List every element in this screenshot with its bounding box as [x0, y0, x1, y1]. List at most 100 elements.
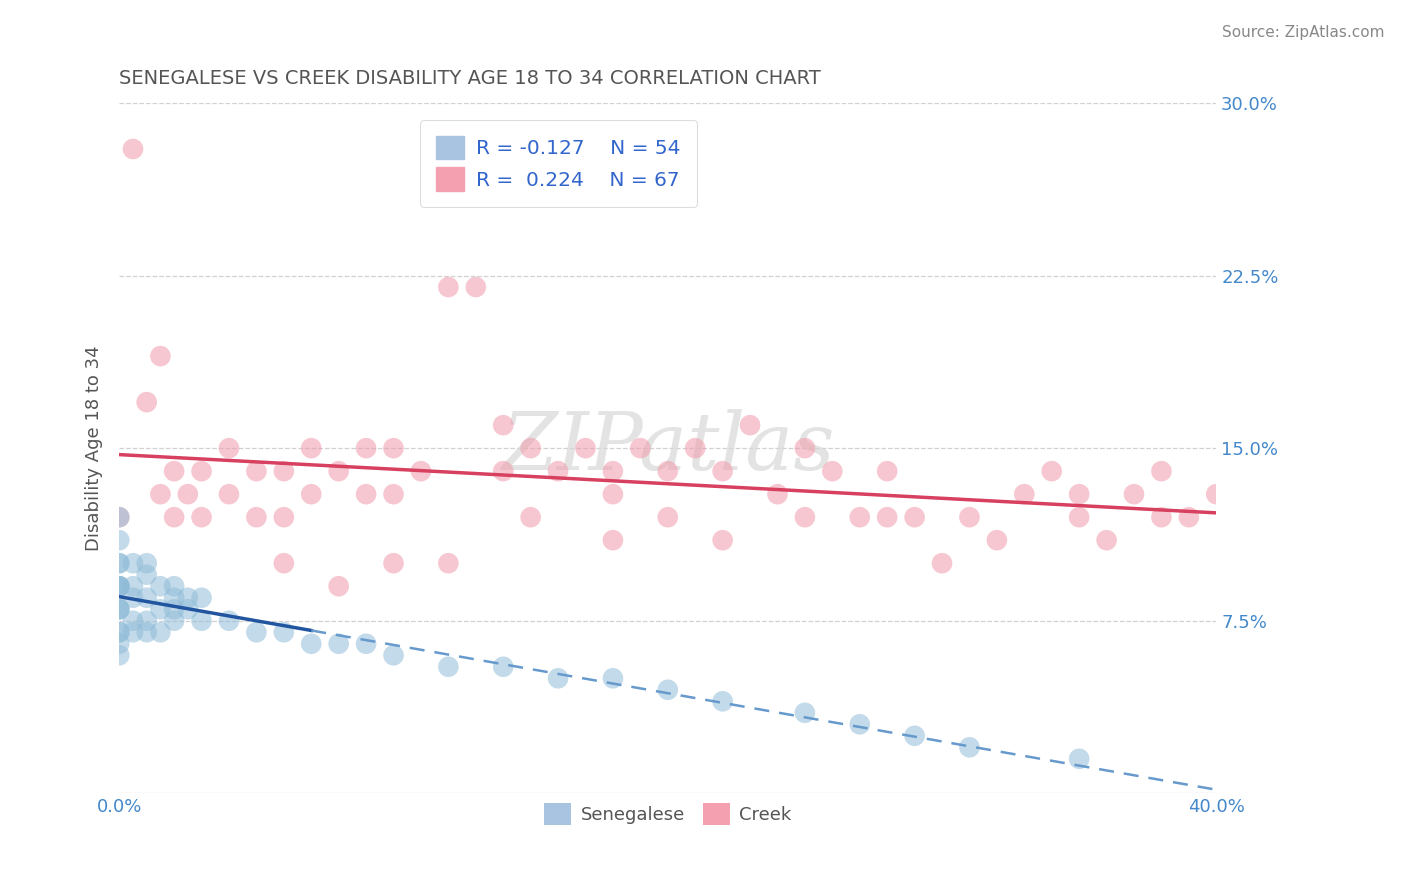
Point: [190, 464, 212, 478]
Point: [766, 487, 789, 501]
Point: [848, 717, 870, 731]
Point: [245, 464, 267, 478]
Point: [149, 579, 172, 593]
Point: [299, 487, 322, 501]
Text: SENEGALESE VS CREEK DISABILITY AGE 18 TO 34 CORRELATION CHART: SENEGALESE VS CREEK DISABILITY AGE 18 TO…: [120, 69, 821, 87]
Point: [122, 556, 145, 570]
Point: [108, 579, 131, 593]
Point: [122, 625, 145, 640]
Point: [628, 441, 651, 455]
Point: [382, 441, 405, 455]
Point: [135, 625, 157, 640]
Point: [904, 510, 927, 524]
Point: [354, 441, 377, 455]
Text: Source: ZipAtlas.com: Source: ZipAtlas.com: [1222, 25, 1385, 40]
Point: [122, 579, 145, 593]
Point: [409, 464, 432, 478]
Point: [876, 510, 898, 524]
Point: [1069, 487, 1091, 501]
Point: [602, 671, 624, 685]
Y-axis label: Disability Age 18 to 34: Disability Age 18 to 34: [86, 345, 103, 551]
Point: [1095, 533, 1118, 548]
Point: [108, 579, 131, 593]
Point: [108, 579, 131, 593]
Point: [108, 579, 131, 593]
Point: [108, 625, 131, 640]
Point: [135, 395, 157, 409]
Point: [108, 510, 131, 524]
Point: [821, 464, 844, 478]
Point: [218, 614, 240, 628]
Point: [738, 418, 761, 433]
Point: [190, 614, 212, 628]
Point: [711, 533, 734, 548]
Point: [135, 614, 157, 628]
Point: [108, 648, 131, 663]
Point: [437, 556, 460, 570]
Point: [1178, 510, 1201, 524]
Point: [519, 441, 541, 455]
Point: [711, 464, 734, 478]
Point: [122, 142, 145, 156]
Point: [793, 510, 815, 524]
Point: [299, 441, 322, 455]
Point: [1150, 510, 1173, 524]
Point: [149, 349, 172, 363]
Point: [177, 591, 200, 605]
Point: [1069, 752, 1091, 766]
Point: [163, 464, 186, 478]
Point: [1150, 464, 1173, 478]
Point: [122, 591, 145, 605]
Point: [108, 556, 131, 570]
Point: [190, 591, 212, 605]
Point: [135, 591, 157, 605]
Point: [492, 464, 515, 478]
Point: [547, 671, 569, 685]
Point: [108, 602, 131, 616]
Point: [328, 579, 350, 593]
Point: [711, 694, 734, 708]
Point: [382, 487, 405, 501]
Point: [602, 533, 624, 548]
Point: [602, 464, 624, 478]
Point: [437, 660, 460, 674]
Point: [959, 510, 981, 524]
Point: [108, 602, 131, 616]
Point: [354, 487, 377, 501]
Point: [876, 464, 898, 478]
Point: [793, 441, 815, 455]
Point: [904, 729, 927, 743]
Point: [149, 602, 172, 616]
Point: [122, 614, 145, 628]
Point: [245, 510, 267, 524]
Point: [163, 510, 186, 524]
Point: [547, 464, 569, 478]
Point: [163, 579, 186, 593]
Point: [354, 637, 377, 651]
Point: [177, 487, 200, 501]
Point: [135, 567, 157, 582]
Point: [959, 740, 981, 755]
Point: [1040, 464, 1063, 478]
Point: [1069, 510, 1091, 524]
Point: [108, 625, 131, 640]
Point: [519, 510, 541, 524]
Point: [190, 510, 212, 524]
Point: [299, 637, 322, 651]
Point: [163, 602, 186, 616]
Point: [986, 533, 1008, 548]
Point: [218, 487, 240, 501]
Point: [492, 660, 515, 674]
Point: [1014, 487, 1036, 501]
Point: [328, 464, 350, 478]
Point: [273, 464, 295, 478]
Point: [683, 441, 706, 455]
Point: [931, 556, 953, 570]
Point: [149, 487, 172, 501]
Point: [108, 602, 131, 616]
Point: [108, 533, 131, 548]
Point: [437, 280, 460, 294]
Point: [218, 441, 240, 455]
Point: [108, 556, 131, 570]
Point: [382, 556, 405, 570]
